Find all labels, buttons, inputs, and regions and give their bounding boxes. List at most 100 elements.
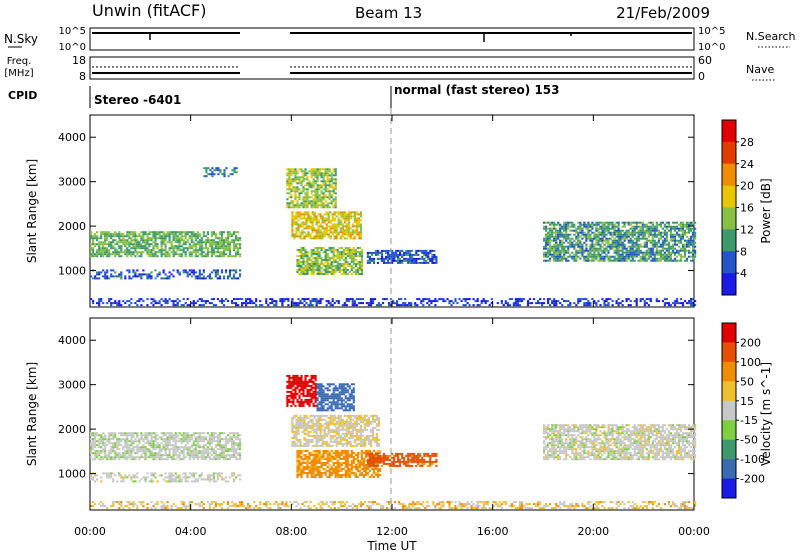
- echo-cell: [224, 269, 228, 272]
- echo-cell: [683, 300, 687, 303]
- echo-cell: [318, 409, 321, 412]
- echo-cell: [142, 233, 145, 236]
- echo-cell: [100, 237, 103, 240]
- echo-cell: [182, 456, 185, 459]
- echo-cell: [295, 235, 298, 238]
- echo-cell: [635, 241, 638, 244]
- echo-cell: [208, 245, 211, 248]
- echo-cell: [354, 265, 357, 267]
- echo-cell: [391, 251, 394, 254]
- echo-cell: [110, 438, 113, 441]
- echo-cell: [204, 456, 207, 459]
- echo-cell: [90, 444, 93, 447]
- echo-cell: [230, 448, 234, 451]
- echo-cell: [310, 200, 313, 203]
- echo-cell: [337, 217, 340, 220]
- echo-cell: [232, 275, 236, 278]
- echo-cell: [671, 239, 675, 242]
- echo-cell: [692, 249, 695, 252]
- echo-cell: [330, 393, 333, 396]
- nsearch-tick-bottom: 10^0: [698, 42, 725, 53]
- echo-cell: [326, 271, 329, 273]
- echo-cell: [92, 247, 95, 250]
- echo-cell: [623, 259, 626, 262]
- echo-cell: [230, 456, 234, 459]
- echo-cell: [146, 253, 149, 256]
- echo-cell: [182, 241, 185, 244]
- echo-cell: [597, 237, 600, 240]
- echo-cell: [609, 245, 612, 248]
- echo-cell: [194, 456, 197, 459]
- echo-cell: [613, 241, 616, 244]
- echo-cell: [134, 241, 137, 244]
- echo-cell: [342, 263, 345, 265]
- echo-cell: [228, 448, 232, 451]
- echo-cell: [629, 300, 632, 303]
- echo-cell: [330, 395, 333, 398]
- echo-cell: [152, 440, 155, 443]
- echo-cell: [349, 211, 352, 214]
- echo-cell: [555, 257, 558, 260]
- echo-cell: [306, 182, 309, 185]
- echo-cell: [328, 168, 331, 171]
- echo-cell: [692, 257, 695, 260]
- echo-cell: [166, 436, 169, 439]
- echo-cell: [208, 478, 211, 481]
- echo-cell: [222, 253, 226, 256]
- echo-cell: [130, 442, 133, 445]
- echo-cell: [347, 213, 350, 216]
- echo-cell: [104, 233, 107, 236]
- echo-cell: [160, 237, 163, 240]
- echo-cell: [312, 249, 315, 251]
- echo-cell: [595, 239, 598, 242]
- echo-cell: [532, 298, 536, 301]
- echo-cell: [559, 249, 562, 252]
- echo-cell: [154, 436, 157, 439]
- echo-cell: [345, 227, 348, 230]
- echo-cell: [170, 448, 173, 451]
- echo-cell: [317, 233, 320, 236]
- echo-cell: [128, 450, 131, 453]
- echo-cell: [611, 241, 614, 244]
- echo-cell: [196, 438, 199, 441]
- echo-cell: [164, 273, 167, 276]
- echo-cell: [126, 436, 129, 439]
- echo-cell: [308, 388, 311, 391]
- echo-cell: [130, 456, 133, 459]
- echo-cell: [96, 450, 99, 453]
- echo-cell: [332, 399, 335, 402]
- echo-cell: [320, 206, 323, 209]
- echo-cell: [102, 438, 105, 441]
- echo-cell: [192, 480, 195, 483]
- echo-cell: [334, 259, 337, 261]
- echo-cell: [387, 251, 390, 254]
- echo-cell: [311, 223, 314, 226]
- echo-cell: [573, 257, 576, 260]
- echo-cell: [302, 259, 305, 261]
- echo-cell: [563, 227, 566, 230]
- echo-cell: [647, 255, 650, 258]
- echo-cell: [318, 168, 321, 171]
- echo-cell: [130, 239, 133, 242]
- echo-cell: [140, 243, 143, 246]
- echo-cell: [198, 245, 201, 248]
- echo-cell: [176, 434, 179, 437]
- echo-cell: [334, 170, 337, 173]
- echo-cell: [378, 257, 382, 260]
- echo-cell: [307, 231, 310, 234]
- echo-cell: [114, 231, 117, 234]
- echo-cell: [329, 237, 332, 240]
- echo-cell: [316, 198, 319, 201]
- echo-cell: [332, 271, 335, 273]
- echo-cell: [565, 251, 568, 254]
- echo-cell: [316, 172, 319, 175]
- echo-cell: [605, 237, 608, 240]
- echo-cell: [304, 374, 307, 377]
- echo-cell: [100, 231, 103, 234]
- echo-cell: [669, 259, 672, 262]
- echo-cell: [332, 251, 335, 253]
- echo-cell: [122, 480, 125, 483]
- echo-cell: [609, 223, 612, 226]
- echo-cell: [681, 302, 685, 305]
- echo-cell: [573, 225, 576, 228]
